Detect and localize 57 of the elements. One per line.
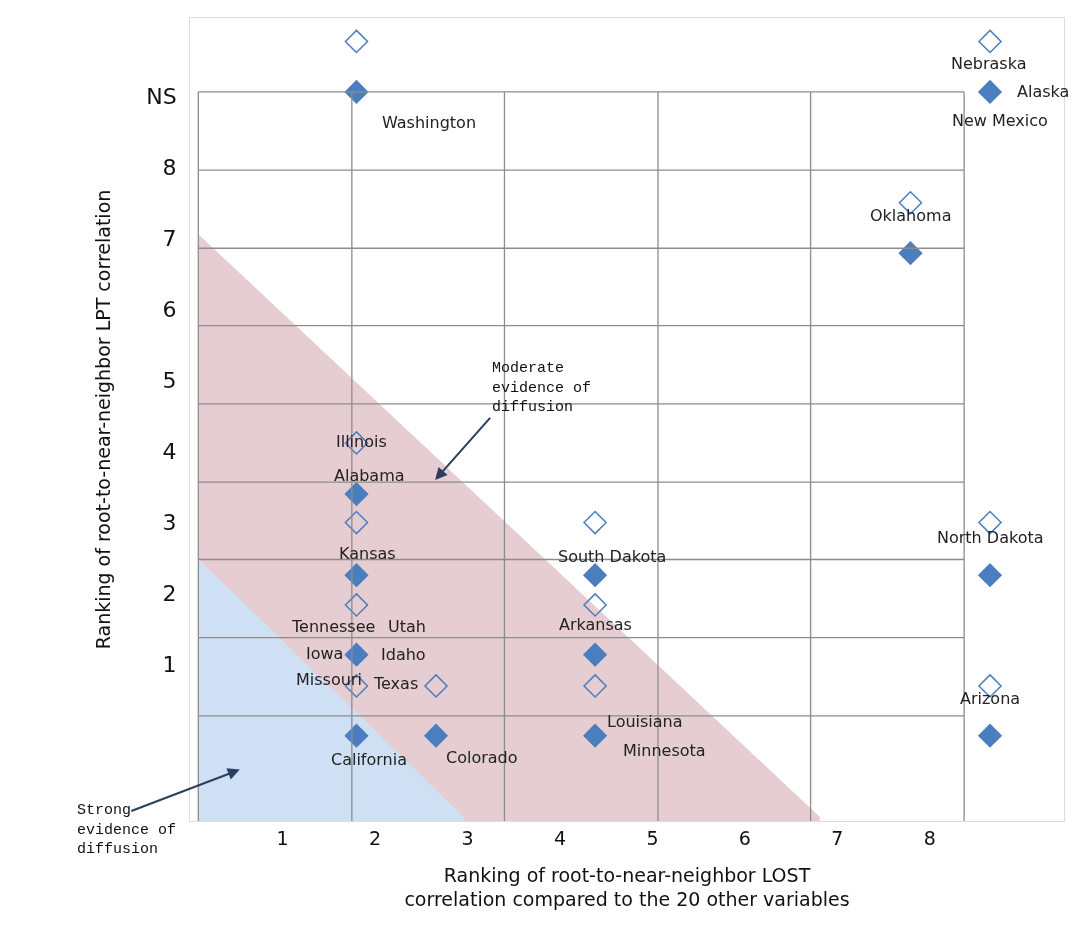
annotation: Louisiana (607, 712, 683, 731)
annotation: South Dakota (558, 547, 667, 566)
x-tick-label: 1 (276, 826, 289, 849)
point (583, 723, 607, 748)
y-tick-label: 1 (162, 652, 177, 678)
y-tick-label: 3 (162, 510, 177, 536)
x-tick-label: 7 (831, 826, 844, 849)
annotation: Alaska (1017, 82, 1070, 101)
x-tick-label: 2 (368, 826, 382, 849)
text: Strong evidence of diffusion (77, 802, 177, 858)
annotation: Alabama (334, 466, 405, 485)
annotation: California (331, 750, 407, 769)
x-tick-label: 5 (646, 826, 659, 849)
x-axis-title: Ranking of root-to-near-neighbor LOST correlation compared to the 20 other variables (404, 863, 850, 911)
annotation: Colorado (446, 748, 518, 767)
point (344, 510, 369, 535)
annotation: Oklahoma (870, 206, 952, 225)
point (898, 241, 923, 266)
annotation: Utah (388, 617, 426, 636)
point (978, 723, 1002, 748)
annotation: Idaho (381, 645, 426, 664)
annotation: Nebraska (951, 54, 1027, 73)
y-tick-label: 7 (162, 225, 177, 251)
annotation: Arkansas (559, 615, 632, 634)
x-tick-label: 3 (461, 826, 474, 849)
annotation: Kansas (339, 544, 396, 563)
point (583, 563, 607, 587)
point (424, 674, 448, 698)
point (583, 674, 607, 698)
annotation: Texas (373, 674, 419, 693)
y-tick-label: 5 (162, 368, 177, 394)
annotation: Moderate evidence of diffusion (492, 360, 592, 416)
y-axis-title: Ranking of root-to-near-neighbor LPT correlation (92, 189, 115, 650)
y-tick-label: NS (146, 83, 177, 109)
point (424, 723, 448, 748)
point (978, 29, 1002, 54)
point (978, 80, 1002, 104)
point (583, 510, 607, 535)
x-tick-label: 6 (738, 826, 751, 849)
point (583, 593, 607, 617)
point (978, 563, 1002, 587)
annotation: North Dakota (937, 528, 1044, 547)
point (583, 642, 607, 667)
annotation: New Mexico (952, 111, 1048, 130)
point (344, 593, 369, 617)
x-tick-label: 4 (553, 826, 566, 849)
point (344, 29, 369, 54)
annotation: Iowa (306, 644, 344, 663)
y-tick-label: 8 (162, 154, 177, 180)
y-tick-label: 2 (162, 581, 177, 607)
x-tick-label: 8 (923, 826, 936, 849)
annotation: Washington (382, 113, 477, 132)
y-tick-label: 6 (162, 297, 177, 323)
annotation: Tennessee (291, 617, 376, 636)
annotation: Minnesota (623, 741, 706, 760)
annotation: Arizona (960, 689, 1021, 708)
y-tick-label: 4 (162, 439, 177, 465)
